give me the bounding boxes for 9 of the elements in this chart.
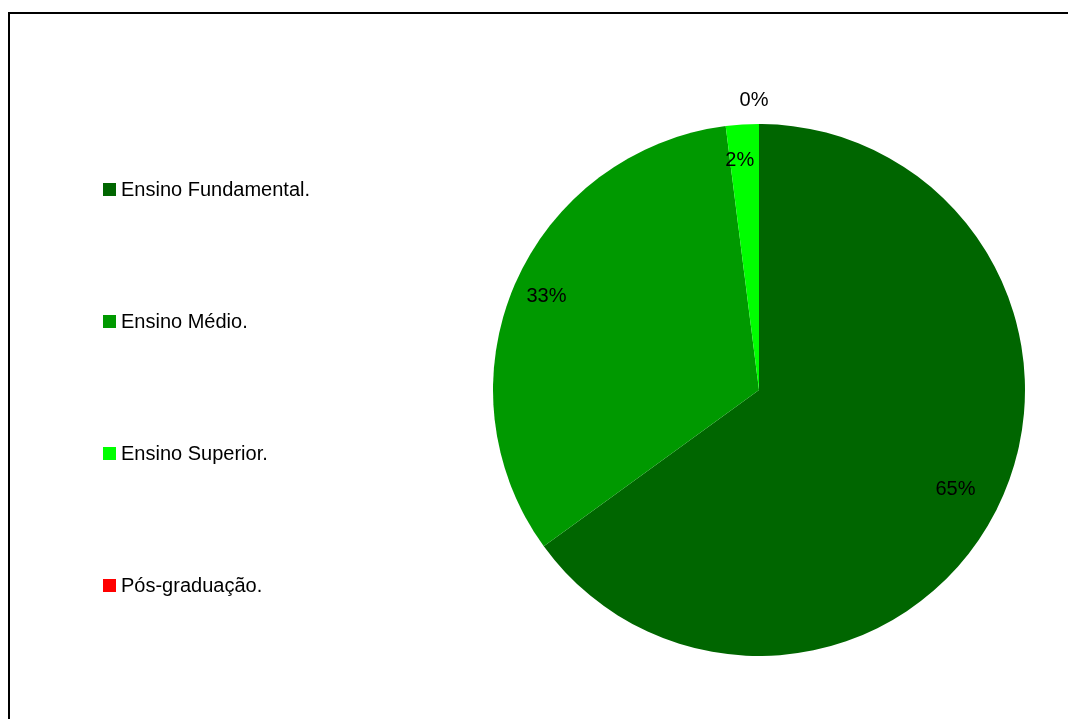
legend-label: Ensino Médio. <box>121 309 248 333</box>
data-label: 33% <box>526 284 567 307</box>
pie-slice <box>493 126 759 547</box>
legend-label: Pós-graduação. <box>121 573 263 597</box>
legend-label: Ensino Fundamental. <box>121 177 311 201</box>
legend-label: Ensino Superior. <box>121 441 268 465</box>
text: 0% <box>739 88 769 110</box>
data-label: 65% <box>935 476 976 499</box>
data-label: 2% <box>725 148 755 171</box>
